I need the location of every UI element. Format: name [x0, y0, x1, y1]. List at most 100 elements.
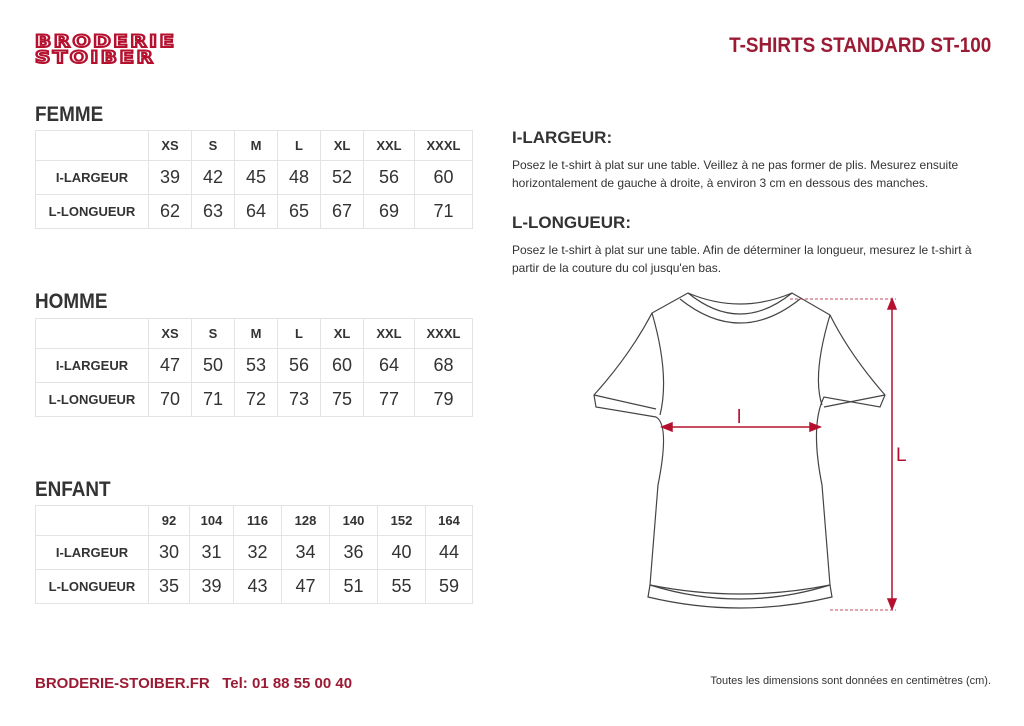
- size-header: XS: [148, 130, 192, 161]
- size-header: XL: [320, 130, 364, 161]
- measure-cell: 75: [320, 382, 364, 417]
- instruction-text: Posez le t-shirt à plat sur une table. V…: [512, 158, 959, 190]
- measure-cell: 44: [425, 535, 473, 570]
- measure-cell: 43: [233, 569, 282, 604]
- measure-cell: 53: [234, 348, 278, 383]
- length-label: L: [896, 445, 907, 466]
- size-header: XXXL: [414, 318, 473, 349]
- measure-cell: 72: [234, 382, 278, 417]
- table-row: L-LONGUEUR 35 39 43 47 51 55 59: [35, 569, 473, 604]
- row-label: I-LARGEUR: [35, 160, 149, 195]
- size-header: 104: [189, 505, 234, 536]
- tshirt-diagram: l L: [593, 292, 907, 612]
- phone: Tel: 01 88 55 00 40: [222, 675, 353, 692]
- logo: BRODERIE STOIBER: [34, 32, 177, 68]
- measure-cell: 71: [191, 382, 235, 417]
- instruction-width: I-LARGEUR: Posez le t-shirt à plat sur u…: [512, 128, 992, 192]
- measure-cell: 48: [277, 160, 321, 195]
- page-title: T-SHIRTS STANDARD ST-100: [728, 34, 991, 57]
- measure-cell: 35: [148, 569, 190, 604]
- table-row: I-LARGEUR 39 42 45 48 52 56 60: [35, 160, 473, 195]
- table-row: L-LONGUEUR 62 63 64 65 67 69 71: [35, 194, 473, 229]
- measure-cell: 39: [189, 569, 234, 604]
- size-header: S: [191, 318, 235, 349]
- size-header: 152: [377, 505, 426, 536]
- size-header: XS: [148, 318, 192, 349]
- instruction-heading: L-LONGUEUR:: [512, 213, 631, 232]
- measure-cell: 67: [320, 194, 364, 229]
- width-label: l: [737, 407, 741, 428]
- measure-cell: 68: [414, 348, 473, 383]
- measure-cell: 59: [425, 569, 473, 604]
- row-label: L-LONGUEUR: [35, 194, 149, 229]
- measure-cell: 32: [233, 535, 282, 570]
- size-header: 92: [148, 505, 190, 536]
- size-header: XXXL: [414, 130, 473, 161]
- footer-note: Toutes les dimensions sont données en ce…: [710, 675, 991, 687]
- table-header-row: XS S M L XL XXL XXXL: [35, 130, 473, 161]
- measure-cell: 47: [148, 348, 192, 383]
- measure-cell: 45: [234, 160, 278, 195]
- table-row: L-LONGUEUR 70 71 72 73 75 77 79: [35, 382, 473, 417]
- measure-cell: 71: [414, 194, 473, 229]
- footer-contact: BRODERIE-STOIBER.FR Tel: 01 88 55 00 40: [35, 675, 352, 692]
- size-table-enfant: 92 104 116 128 140 152 164 I-LARGEUR 30 31 32 34 36 4…: [35, 505, 473, 604]
- size-header: 164: [425, 505, 473, 536]
- size-header: 128: [281, 505, 330, 536]
- table-header-row: XS S M L XL XXL XXXL: [35, 318, 473, 349]
- tshirt-outline: [593, 292, 886, 609]
- measure-cell: 42: [191, 160, 235, 195]
- measure-cell: 39: [148, 160, 192, 195]
- instruction-length: L-LONGUEUR: Posez le t-shirt à plat sur …: [512, 213, 992, 277]
- size-header: L: [277, 318, 321, 349]
- measure-cell: 56: [363, 160, 415, 195]
- instruction-text: Posez le t-shirt à plat sur une table. A…: [512, 243, 972, 275]
- measure-cell: 65: [277, 194, 321, 229]
- size-header: L: [277, 130, 321, 161]
- size-header: XXL: [363, 318, 415, 349]
- website-link[interactable]: BRODERIE-STOIBER.FR: [35, 675, 210, 692]
- measure-cell: 51: [329, 569, 378, 604]
- measure-cell: 70: [148, 382, 192, 417]
- measure-cell: 60: [414, 160, 473, 195]
- measure-cell: 77: [363, 382, 415, 417]
- measure-cell: 62: [148, 194, 192, 229]
- measure-cell: 73: [277, 382, 321, 417]
- measure-cell: 79: [414, 382, 473, 417]
- instruction-heading: I-LARGEUR:: [512, 128, 613, 147]
- size-header: M: [234, 130, 278, 161]
- size-table-femme: XS S M L XL XXL XXXL I-LARGEUR 39 42 45 48 52 56 60 L-L…: [35, 130, 473, 229]
- width-arrow: [659, 296, 898, 612]
- measure-cell: 31: [189, 535, 234, 570]
- measure-cell: 69: [363, 194, 415, 229]
- size-header: M: [234, 318, 278, 349]
- size-table-homme: XS S M L XL XXL XXXL I-LARGEUR 47 50 53 56 60 64 68 L-L…: [35, 318, 473, 417]
- table-row: I-LARGEUR 47 50 53 56 60 64 68: [35, 348, 473, 383]
- row-label: I-LARGEUR: [35, 535, 149, 570]
- measure-cell: 47: [281, 569, 330, 604]
- section-heading: ENFANT: [35, 478, 111, 501]
- measure-cell: 36: [329, 535, 378, 570]
- table-row: I-LARGEUR 30 31 32 34 36 40 44: [35, 535, 473, 570]
- measure-cell: 40: [377, 535, 426, 570]
- measure-cell: 64: [234, 194, 278, 229]
- measure-cell: 30: [148, 535, 190, 570]
- row-label: I-LARGEUR: [35, 348, 149, 383]
- measure-cell: 63: [191, 194, 235, 229]
- measure-cell: 52: [320, 160, 364, 195]
- row-label: L-LONGUEUR: [35, 382, 149, 417]
- size-header: XL: [320, 318, 364, 349]
- measure-cell: 55: [377, 569, 426, 604]
- size-header: S: [191, 130, 235, 161]
- table-header-row: 92 104 116 128 140 152 164: [35, 505, 473, 536]
- row-label: L-LONGUEUR: [35, 569, 149, 604]
- size-header: 140: [329, 505, 378, 536]
- measure-cell: 56: [277, 348, 321, 383]
- size-header: XXL: [363, 130, 415, 161]
- measure-cell: 34: [281, 535, 330, 570]
- measure-cell: 64: [363, 348, 415, 383]
- section-heading: HOMME: [35, 290, 108, 313]
- section-heading: FEMME: [35, 103, 104, 126]
- size-header: 116: [233, 505, 282, 536]
- measure-cell: 60: [320, 348, 364, 383]
